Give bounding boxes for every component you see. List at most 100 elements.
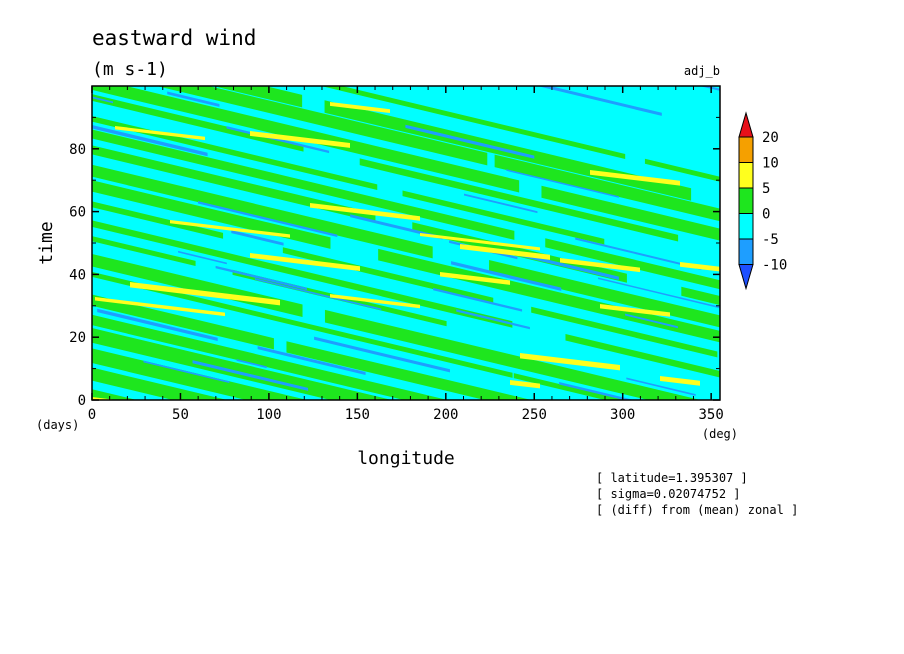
colorbar-label: 20 — [762, 130, 779, 146]
contour-band — [92, 125, 208, 157]
chart-title: eastward wind — [92, 26, 256, 50]
contour-band — [92, 367, 228, 400]
contour-band — [143, 360, 230, 384]
contour-band — [92, 96, 114, 104]
contour-band — [402, 190, 605, 245]
contour-band — [92, 236, 196, 267]
contour-band — [506, 169, 619, 198]
contour-band — [660, 376, 700, 386]
contour-band — [250, 131, 350, 148]
contour-band — [170, 220, 290, 238]
contour-band — [680, 262, 720, 272]
contour-band — [92, 164, 433, 259]
contour-band — [92, 201, 224, 239]
contour-band — [290, 53, 396, 82]
contour-band — [115, 126, 205, 141]
contour-band — [321, 86, 626, 159]
contour-band — [565, 333, 720, 378]
colorbar-segment — [738, 213, 754, 240]
contour-band — [314, 336, 450, 373]
contour-band — [282, 247, 494, 304]
contour-band — [92, 129, 515, 240]
contour-band — [440, 272, 510, 285]
contour-band — [494, 154, 720, 222]
contour-band — [95, 297, 225, 317]
contour-band — [537, 86, 662, 116]
units-label: (m s-1) — [92, 59, 168, 80]
contour-band — [92, 271, 513, 378]
x-tick-label: 50 — [172, 407, 189, 423]
contour-band — [560, 258, 640, 273]
contour-band — [420, 233, 540, 251]
contour-band — [433, 287, 523, 312]
contour-band — [231, 230, 284, 246]
x-axis-label: longitude — [357, 448, 455, 469]
contour-band — [215, 265, 307, 291]
x-tick-label: 250 — [522, 407, 547, 423]
contour-band — [456, 309, 530, 330]
contour-band — [330, 102, 390, 114]
contour-band — [178, 250, 227, 265]
x-tick-label: 150 — [345, 407, 370, 423]
contour-band — [130, 282, 280, 306]
colorbar-bottom-arrow — [738, 264, 754, 291]
colorbar-label: 10 — [762, 156, 779, 172]
contour-band — [378, 248, 720, 343]
y-unit-label: (days) — [36, 418, 79, 432]
contour-band — [451, 261, 562, 291]
contour-band — [463, 193, 538, 214]
contour-band — [303, 462, 610, 546]
contour-band — [257, 346, 366, 375]
contour-band — [250, 253, 360, 271]
contour-band — [600, 304, 670, 317]
contour-bands — [92, 53, 904, 629]
colorbar-top-arrow — [738, 111, 754, 138]
contour-band — [310, 203, 420, 221]
x-unit-label: (deg) — [702, 427, 738, 441]
note-sigma: [ sigma=0.02074752 ] — [596, 487, 741, 501]
contour-band — [192, 360, 309, 391]
contour-band — [213, 86, 303, 108]
contour-band — [405, 124, 535, 159]
contour-band — [350, 214, 443, 240]
contour-band — [460, 244, 550, 260]
contour-band — [598, 277, 720, 309]
colorbar-label: 0 — [762, 207, 770, 223]
contour-band — [699, 86, 720, 91]
colorbar-segment — [738, 162, 754, 189]
contour-band — [520, 353, 620, 371]
contour-band — [559, 382, 635, 400]
contour-band — [92, 180, 331, 249]
contour-band — [92, 94, 304, 152]
contour-band — [92, 220, 513, 328]
contour-band — [545, 238, 720, 290]
contour-band — [625, 313, 678, 329]
x-tick-label: 200 — [433, 407, 458, 423]
contour-band — [330, 294, 420, 309]
y-tick-label: 20 — [69, 330, 86, 346]
colorbar-label: -10 — [762, 258, 787, 274]
colorbar: 20 10 5 0 -5 -10 — [738, 111, 787, 291]
x-axis: 0 50 100 150 200 250 300 350 — [88, 86, 724, 423]
y-tick-label: 80 — [69, 142, 86, 158]
contour-band — [156, 86, 488, 166]
x-tick-label: 300 — [610, 407, 635, 423]
contour-band — [644, 158, 720, 182]
x-tick-label: 100 — [256, 407, 281, 423]
note-latitude: [ latitude=1.395307 ] — [596, 471, 748, 485]
contour-band — [575, 237, 702, 270]
contour-band — [92, 328, 392, 400]
colorbar-segment — [738, 136, 754, 163]
contour-band — [681, 286, 720, 306]
contour-band — [359, 158, 679, 242]
contour-band — [92, 389, 137, 400]
contour-band — [92, 294, 274, 350]
plot-area — [91, 53, 904, 629]
colorbar-label: 5 — [762, 181, 770, 197]
contour-band — [667, 506, 904, 629]
colorbar-label: -5 — [762, 232, 779, 248]
contour-band — [254, 278, 382, 311]
contour-band — [489, 259, 720, 328]
contour-band — [92, 314, 448, 400]
